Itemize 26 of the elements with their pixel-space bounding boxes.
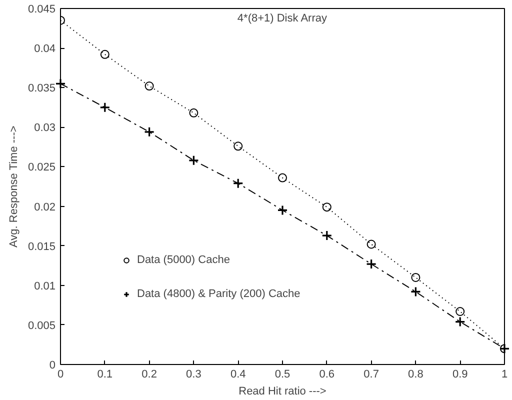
- x-tick-label: 0.1: [97, 368, 113, 380]
- y-tick-label: 0.04: [34, 43, 56, 56]
- y-tick-label: 0.035: [28, 82, 56, 95]
- y-tick-label: 0.005: [28, 320, 56, 332]
- x-tick-label: 0.5: [274, 368, 290, 380]
- x-tick-label: 0.6: [319, 368, 335, 380]
- legend-label: Data (5000) Cache: [137, 254, 230, 266]
- x-tick-label: 0.9: [452, 368, 468, 380]
- x-tick-label: 0: [57, 368, 64, 380]
- x-tick-label: 0.3: [186, 368, 202, 380]
- y-tick-label: 0: [49, 360, 56, 372]
- y-tick-label: 0.01: [34, 280, 56, 292]
- y-tick-label: 0.02: [34, 201, 56, 214]
- x-tick-label: 0.8: [408, 368, 424, 380]
- y-axis-title: Avg. Response Time --->: [8, 126, 20, 248]
- y-tick-label: 0.015: [28, 240, 56, 253]
- x-tick-label: 0.4: [230, 368, 246, 380]
- x-tick-label: 0.2: [142, 368, 157, 380]
- y-tick-label: 0.045: [28, 4, 56, 16]
- legend-label: Data (4800) & Parity (200) Cache: [137, 288, 300, 300]
- y-tick-label: 0.03: [34, 122, 56, 134]
- y-tick-label: 0.025: [28, 162, 56, 174]
- x-tick-label: 0.7: [364, 368, 379, 380]
- x-axis-title: Read Hit ratio --->: [238, 386, 326, 398]
- chart-title: 4*(8+1) Disk Array: [237, 12, 328, 24]
- x-tick-label: 1: [501, 368, 508, 380]
